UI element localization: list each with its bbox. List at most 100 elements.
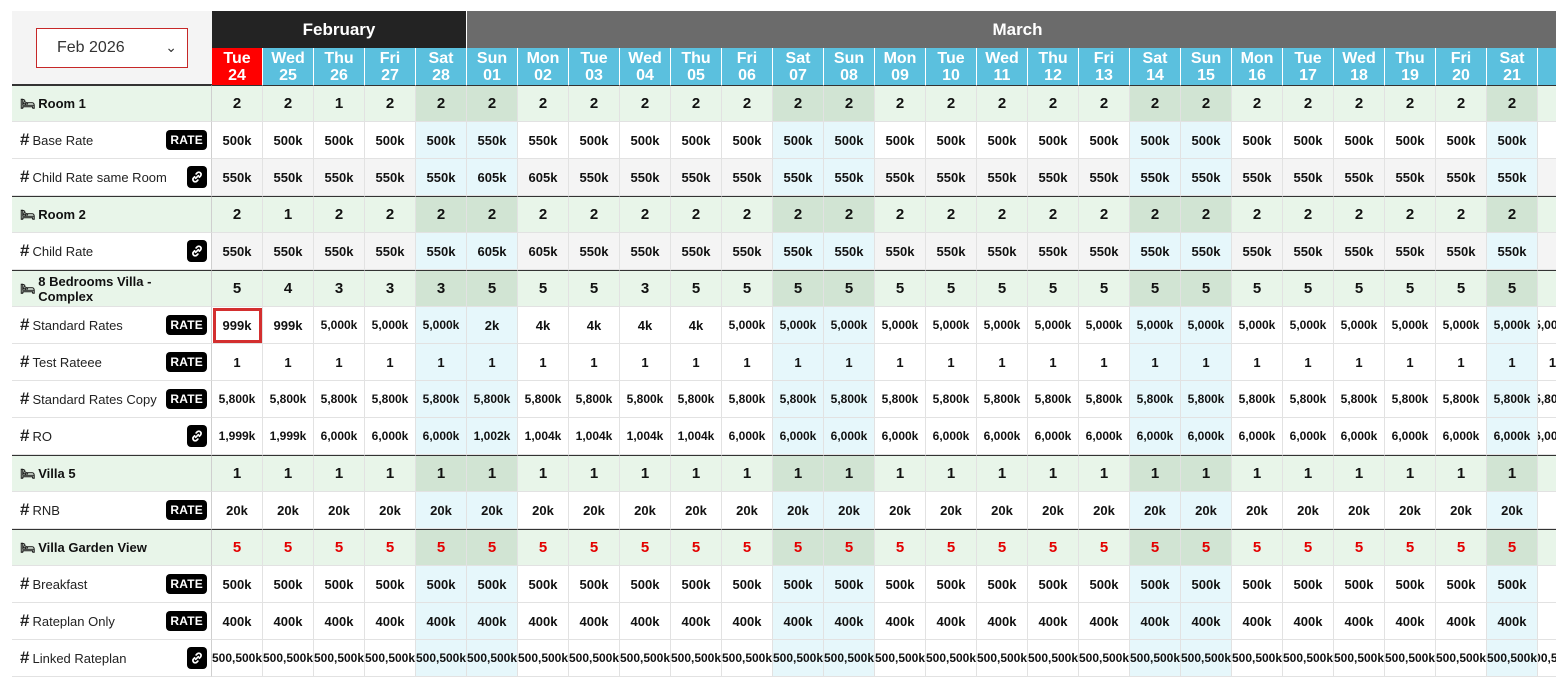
availability-cell[interactable]: 2 — [1130, 85, 1181, 122]
availability-cell[interactable] — [1538, 85, 1556, 122]
rate-cell[interactable]: 1,999k — [212, 418, 263, 455]
rate-cell[interactable]: 500,500k — [314, 640, 365, 677]
rate-cell[interactable]: 500k — [416, 566, 467, 603]
availability-cell[interactable]: 5 — [1028, 270, 1079, 307]
rate-cell[interactable]: 500k — [1181, 566, 1232, 603]
rate-cell[interactable]: 1 — [875, 344, 926, 381]
rate-cell[interactable]: 6,000k — [1436, 418, 1487, 455]
rate-cell[interactable]: 400k — [569, 603, 620, 640]
rate-cell[interactable]: 999k — [212, 307, 263, 344]
rate-cell[interactable]: 500k — [875, 566, 926, 603]
rate-cell[interactable]: 500k — [1385, 566, 1436, 603]
rate-cell[interactable]: 5,000k — [416, 307, 467, 344]
rate-cell[interactable]: 500k — [722, 566, 773, 603]
rate-cell[interactable]: 550k — [671, 159, 722, 196]
rate-cell[interactable]: 5,800k — [518, 381, 569, 418]
rate-cell[interactable]: 5,800k — [1181, 381, 1232, 418]
rate-cell[interactable]: 500,500k — [569, 640, 620, 677]
rate-cell[interactable]: 550k — [212, 233, 263, 270]
rate-cell[interactable]: 500,500k — [1028, 640, 1079, 677]
rate-cell[interactable]: 500k — [467, 566, 518, 603]
availability-cell[interactable]: 5 — [1130, 529, 1181, 566]
rateplan-label[interactable]: # Linked Rateplan — [12, 640, 212, 677]
rate-cell[interactable]: 550k — [773, 159, 824, 196]
day-header[interactable]: Sun 08 — [824, 48, 875, 85]
rate-cell[interactable]: 550k — [1334, 233, 1385, 270]
rate-cell[interactable]: 400k — [1487, 603, 1538, 640]
rateplan-label[interactable]: # Base Rate RATE — [12, 122, 212, 159]
rate-cell[interactable]: 500k — [569, 122, 620, 159]
rate-cell[interactable]: 20k — [1079, 492, 1130, 529]
rate-cell[interactable]: 6,000k — [926, 418, 977, 455]
rateplan-label[interactable]: # Breakfast RATE — [12, 566, 212, 603]
rate-cell[interactable]: 1 — [518, 344, 569, 381]
rate-cell[interactable]: 20k — [1334, 492, 1385, 529]
rate-cell[interactable]: 6,000k — [1487, 418, 1538, 455]
rate-cell[interactable]: 400k — [263, 603, 314, 640]
rate-cell[interactable]: 20k — [569, 492, 620, 529]
rate-cell[interactable]: 5,800k — [773, 381, 824, 418]
availability-cell[interactable]: 2 — [875, 196, 926, 233]
rate-cell[interactable]: 500k — [1385, 122, 1436, 159]
availability-cell[interactable]: 5 — [1181, 529, 1232, 566]
rate-cell[interactable]: 500,500k — [518, 640, 569, 677]
rate-cell[interactable]: 500k — [365, 122, 416, 159]
rate-cell[interactable]: 550k — [1028, 233, 1079, 270]
availability-cell[interactable]: 2 — [620, 196, 671, 233]
rate-cell[interactable]: 20k — [518, 492, 569, 529]
availability-cell[interactable]: 1 — [1385, 455, 1436, 492]
availability-cell[interactable]: 2 — [722, 85, 773, 122]
availability-cell[interactable]: 1 — [1487, 455, 1538, 492]
rate-cell[interactable]: 500k — [416, 122, 467, 159]
availability-cell[interactable]: 2 — [1130, 196, 1181, 233]
availability-cell[interactable]: 5 — [671, 270, 722, 307]
rate-cell[interactable]: 20k — [773, 492, 824, 529]
rate-cell[interactable]: 500k — [1130, 566, 1181, 603]
rate-cell[interactable]: 500k — [1487, 566, 1538, 603]
availability-cell[interactable]: 2 — [722, 196, 773, 233]
rate-cell[interactable]: 5,000k — [824, 307, 875, 344]
availability-cell[interactable] — [1538, 455, 1556, 492]
rate-cell[interactable]: 6,000k — [1028, 418, 1079, 455]
rate-cell[interactable]: 5,000k — [1385, 307, 1436, 344]
day-header[interactable]: Sat 28 — [416, 48, 467, 85]
rate-cell[interactable]: 605k — [467, 233, 518, 270]
day-header[interactable]: Sat 14 — [1130, 48, 1181, 85]
availability-cell[interactable]: 2 — [977, 85, 1028, 122]
day-header[interactable]: Fri 27 — [365, 48, 416, 85]
availability-cell[interactable]: 2 — [1487, 196, 1538, 233]
rate-cell[interactable]: 2k — [467, 307, 518, 344]
rate-cell[interactable]: 400k — [1130, 603, 1181, 640]
rate-cell[interactable]: 500,500k — [263, 640, 314, 677]
rate-cell[interactable]: 500k — [1079, 122, 1130, 159]
rate-cell[interactable]: 500,500k — [977, 640, 1028, 677]
rate-cell[interactable]: 1 — [1232, 344, 1283, 381]
rate-cell[interactable]: 550k — [569, 159, 620, 196]
availability-cell[interactable]: 5 — [926, 270, 977, 307]
rate-cell[interactable]: 500k — [926, 566, 977, 603]
availability-cell[interactable]: 5 — [1487, 529, 1538, 566]
availability-cell[interactable]: 2 — [1232, 196, 1283, 233]
rate-cell[interactable]: 20k — [977, 492, 1028, 529]
rate-cell[interactable] — [1538, 603, 1556, 640]
availability-cell[interactable]: 1 — [314, 85, 365, 122]
rate-cell[interactable]: 5,000k — [875, 307, 926, 344]
rate-cell[interactable]: 550k — [314, 233, 365, 270]
rate-cell[interactable]: 20k — [1130, 492, 1181, 529]
rate-cell[interactable]: 5,800k — [1079, 381, 1130, 418]
availability-cell[interactable]: 2 — [1334, 196, 1385, 233]
rate-cell[interactable]: 1 — [1181, 344, 1232, 381]
rate-cell[interactable]: 6,000k — [773, 418, 824, 455]
rate-cell[interactable]: 1 — [977, 344, 1028, 381]
rate-cell[interactable]: 6,000k — [875, 418, 926, 455]
rate-cell[interactable]: 400k — [824, 603, 875, 640]
rate-cell[interactable]: 500k — [824, 122, 875, 159]
rate-cell[interactable]: 550k — [1079, 233, 1130, 270]
rate-cell[interactable]: 6,000k — [416, 418, 467, 455]
availability-cell[interactable]: 2 — [1283, 196, 1334, 233]
day-header[interactable]: Thu 12 — [1028, 48, 1079, 85]
rate-cell[interactable]: 500k — [518, 566, 569, 603]
day-header[interactable]: Wed 04 — [620, 48, 671, 85]
rate-cell[interactable]: 500,500k — [722, 640, 773, 677]
rate-cell[interactable]: 500,500k — [212, 640, 263, 677]
